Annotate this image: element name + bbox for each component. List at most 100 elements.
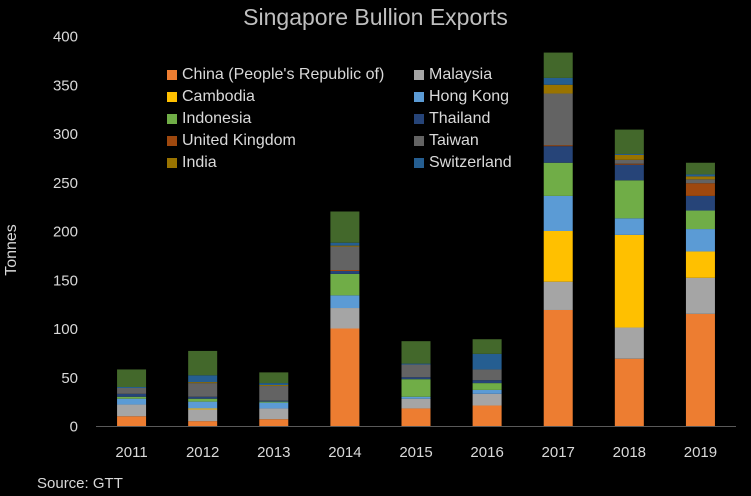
- bar-segment-cambodia-2012: [188, 408, 218, 410]
- bar-segment-china-2015: [401, 408, 431, 426]
- bar-segment-indonesia-2016: [472, 383, 502, 390]
- bar-segment-china-2011: [117, 416, 147, 426]
- bar-segment-hong-kong-2018: [614, 218, 644, 235]
- bar-segment-indonesia-2019: [685, 210, 715, 230]
- bar-segment-india-2019: [685, 176, 715, 180]
- bar-segment-taiwan-2019: [685, 179, 715, 184]
- legend-item-thailand: Thailand: [414, 108, 534, 130]
- bar-2019: [685, 162, 715, 427]
- x-tick-label: 2017: [542, 444, 575, 461]
- x-tick-label: 2012: [186, 444, 219, 461]
- bar-2017: [543, 52, 573, 426]
- bar-segment-india-2012: [188, 382, 218, 384]
- bar-segment-other-2013: [259, 372, 289, 384]
- bar-segment-india-2018: [614, 154, 644, 160]
- bar-segment-malaysia-2012: [188, 409, 218, 422]
- legend-item-china: China (People's Republic of): [167, 64, 414, 86]
- bar-segment-china-2013: [259, 419, 289, 426]
- bar-segment-thailand-2012: [188, 396, 218, 399]
- bar-segment-indonesia-2012: [188, 398, 218, 402]
- y-tick-label: 400: [53, 29, 78, 46]
- bar-segment-taiwan-2016: [472, 369, 502, 381]
- legend-swatch-malaysia: [414, 70, 424, 80]
- legend-item-taiwan: Taiwan: [414, 130, 534, 152]
- y-tick-label: 0: [70, 419, 78, 436]
- chart-title: Singapore Bullion Exports: [243, 4, 508, 30]
- bar-segment-indonesia-2013: [259, 401, 289, 403]
- y-tick-label: 150: [53, 272, 78, 289]
- bar-segment-indonesia-2015: [401, 379, 431, 397]
- bar-segment-malaysia-2019: [685, 277, 715, 314]
- bar-segment-switzerland-2012: [188, 375, 218, 383]
- legend-swatch-china: [167, 70, 177, 80]
- y-axis-title: Tonnes: [3, 224, 20, 276]
- bar-segment-india-2013: [259, 385, 289, 387]
- bar-segment-other-2018: [614, 129, 644, 154]
- legend-label-hong-kong: Hong Kong: [429, 88, 510, 105]
- legend-item-india: India: [167, 152, 414, 174]
- legend-label-united-kingdom: United Kingdom: [182, 132, 296, 149]
- x-tick-label: 2013: [257, 444, 290, 461]
- legend-swatch-thailand: [414, 114, 424, 124]
- x-tick-label: 2019: [684, 444, 717, 461]
- x-tick-label: 2011: [115, 444, 147, 461]
- bar-segment-switzerland-2011: [117, 387, 147, 388]
- bar-segment-switzerland-2013: [259, 383, 289, 386]
- bar-segment-taiwan-2011: [117, 387, 147, 394]
- bar-segment-other-2015: [401, 341, 431, 364]
- bar-segment-other-2019: [685, 162, 715, 175]
- bar-segment-indonesia-2017: [543, 162, 573, 196]
- bar-segment-china-2012: [188, 421, 218, 427]
- bar-segment-hong-kong-2013: [259, 402, 289, 409]
- bar-2012: [188, 350, 218, 427]
- legend-label-cambodia: Cambodia: [182, 88, 255, 105]
- bar-2013: [259, 372, 289, 426]
- legend: China (People's Republic of) Malaysia Ca…: [167, 64, 534, 174]
- bar-segment-taiwan-2012: [188, 383, 218, 397]
- bar-segment-switzerland-2018: [614, 153, 644, 155]
- bar-segment-cambodia-2017: [543, 231, 573, 282]
- legend-label-thailand: Thailand: [429, 110, 491, 127]
- y-tick-label: 200: [53, 224, 78, 241]
- bar-segment-other-2017: [543, 52, 573, 78]
- legend-item-switzerland: Switzerland: [414, 152, 534, 174]
- bar-segment-thailand-2018: [614, 164, 644, 181]
- legend-swatch-cambodia: [167, 92, 177, 102]
- bar-segment-indonesia-2014: [330, 273, 360, 296]
- bar-segment-other-2016: [472, 339, 502, 354]
- legend-swatch-taiwan: [414, 136, 424, 146]
- bar-segment-india-2017: [543, 84, 573, 94]
- bar-segment-thailand-2015: [401, 377, 431, 380]
- y-tick-label: 50: [61, 370, 78, 387]
- bar-segment-china-2018: [614, 358, 644, 426]
- bar-segment-china-2017: [543, 309, 573, 426]
- x-tick-label: 2015: [399, 444, 432, 461]
- bar-segment-malaysia-2014: [330, 308, 360, 329]
- bar-segment-taiwan-2017: [543, 93, 573, 146]
- x-tick-label: 2016: [470, 444, 503, 461]
- bar-segment-hong-kong-2015: [401, 396, 431, 399]
- bar-segment-cambodia-2019: [685, 251, 715, 278]
- bar-2015: [401, 341, 431, 426]
- bar-segment-switzerland-2019: [685, 174, 715, 177]
- bar-segment-malaysia-2011: [117, 404, 147, 417]
- bar-segment-hong-kong-2014: [330, 295, 360, 309]
- bar-2011: [117, 369, 147, 426]
- bar-segment-hong-kong-2019: [685, 229, 715, 252]
- source-note: Source: GTT: [37, 475, 123, 492]
- legend-swatch-india: [167, 158, 177, 168]
- bar-segment-switzerland-2015: [401, 363, 431, 365]
- legend-label-switzerland: Switzerland: [429, 154, 512, 171]
- legend-item-hong-kong: Hong Kong: [414, 86, 534, 108]
- bar-segment-cambodia-2018: [614, 234, 644, 328]
- x-tick-label: 2018: [613, 444, 646, 461]
- bar-segment-thailand-2019: [685, 195, 715, 211]
- bar-segment-indonesia-2018: [614, 180, 644, 219]
- bar-2018: [614, 129, 644, 426]
- bar-segment-taiwan-2015: [401, 364, 431, 378]
- legend-item-indonesia: Indonesia: [167, 108, 414, 130]
- bar-segment-taiwan-2014: [330, 246, 360, 270]
- legend-item-cambodia: Cambodia: [167, 86, 414, 108]
- bar-segment-hong-kong-2011: [117, 398, 147, 405]
